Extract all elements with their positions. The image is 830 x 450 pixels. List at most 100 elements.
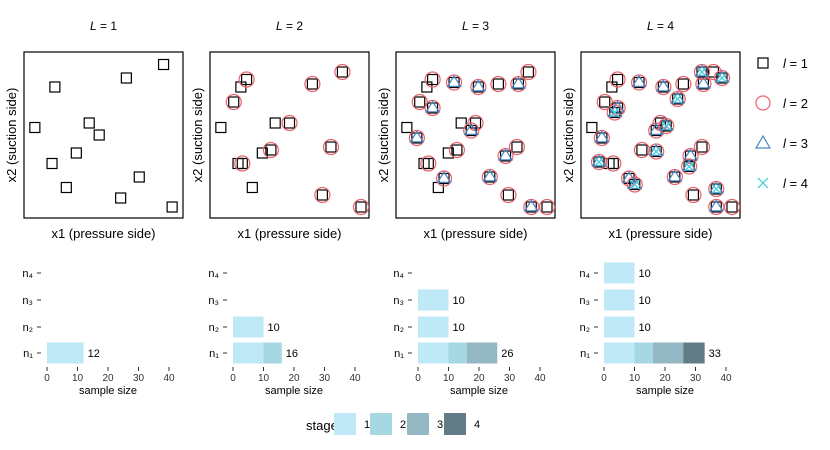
point-square [228, 96, 240, 108]
bar-segment [233, 342, 264, 364]
point-square [49, 81, 61, 93]
bar-segment [604, 262, 635, 284]
panel-title-3: L = 3 [462, 19, 489, 33]
x-axis-label-1: x1 (pressure side) [51, 226, 155, 241]
point-square [83, 117, 95, 129]
point-triangle [463, 122, 479, 135]
bar-x-axis-label: sample size [265, 385, 323, 397]
bar-segment [418, 289, 449, 311]
point-triangle [594, 130, 610, 143]
point-square [629, 178, 641, 191]
bar-x-tick-label: 20 [288, 373, 300, 384]
bar-x-tick-label: 20 [102, 373, 114, 384]
stage-legend-swatch [334, 413, 356, 435]
point-triangle [682, 148, 699, 161]
point-circle [281, 114, 298, 132]
point-square [427, 102, 439, 114]
point-square [696, 141, 708, 153]
point-circle [424, 71, 441, 88]
bar-level-label: n₃ [208, 295, 219, 307]
point-triangle [497, 148, 514, 161]
point-square [438, 172, 450, 185]
bar-level-label: n₄ [208, 268, 219, 280]
point-circle [262, 141, 280, 159]
point-circle [693, 138, 711, 156]
legend-triangle-icon [754, 134, 772, 149]
point-triangle [446, 74, 462, 88]
point-square [269, 117, 281, 129]
point-square [596, 132, 608, 144]
bar-segment [418, 342, 449, 364]
point-square [157, 58, 170, 71]
bar-level-label: n₄ [22, 268, 33, 280]
point-square [215, 121, 227, 134]
bar-level-label: n₁ [209, 348, 219, 360]
point-square [716, 72, 728, 84]
point-cross [661, 121, 672, 131]
point-cross [651, 146, 662, 157]
point-triangle [708, 181, 724, 194]
bar-x-axis-label: sample size [79, 385, 137, 397]
bar-segment [604, 289, 635, 311]
point-cross [684, 161, 695, 172]
point-circle [238, 71, 255, 88]
x-axis-label-2: x1 (pressure side) [237, 226, 341, 241]
bar-x-tick-label: 10 [258, 373, 270, 384]
point-triangle [631, 74, 647, 88]
bar-x-tick-label: 30 [690, 373, 702, 384]
bar-total-label: 10 [639, 268, 651, 280]
point-circle [508, 138, 526, 156]
bar-total-label: 10 [639, 322, 651, 334]
y-axis-label-3: x2 (suction side) [376, 88, 391, 183]
bar-level-label: n₃ [579, 295, 590, 307]
point-triangle [510, 76, 526, 89]
point-square [115, 192, 127, 204]
bar-level-label: n₂ [23, 322, 33, 334]
bar-level-label: n₁ [580, 348, 590, 360]
point-triangle [591, 154, 607, 167]
bar-total-label: 16 [286, 348, 298, 360]
point-square [607, 157, 619, 170]
y-axis-label-1: x2 (suction side) [4, 88, 19, 183]
y-axis-label-2: x2 (suction side) [190, 88, 205, 183]
point-square [401, 121, 413, 134]
point-square [710, 183, 722, 195]
point-triangle [409, 130, 425, 143]
point-circle [314, 186, 331, 204]
point-square [60, 181, 72, 194]
point-circle [500, 186, 517, 204]
bar-level-label: n₂ [209, 322, 219, 334]
point-square [236, 157, 248, 170]
legend-cross-icon [757, 177, 769, 189]
point-square [241, 73, 253, 86]
bar-segment [448, 342, 467, 364]
point-square [522, 66, 535, 78]
bar-level-label: n₄ [393, 268, 404, 280]
point-triangle [670, 91, 686, 104]
point-square [499, 150, 512, 162]
point-square [472, 81, 484, 93]
point-square [355, 201, 367, 213]
point-cross [711, 184, 722, 194]
point-triangle [667, 169, 683, 182]
legend-square-icon [757, 57, 769, 69]
point-circle [609, 71, 626, 88]
point-square [726, 201, 738, 213]
bar-x-tick-label: 10 [443, 373, 455, 384]
point-square [336, 66, 349, 78]
bar-x-tick-label: 40 [720, 373, 732, 384]
point-circle [448, 141, 466, 159]
point-square [492, 78, 504, 90]
bar-x-tick-label: 30 [319, 373, 331, 384]
bar-level-label: n₂ [580, 322, 590, 334]
stage-legend-label: 4 [474, 419, 480, 431]
point-circle [334, 63, 351, 81]
point-triangle [470, 79, 486, 92]
legend-label-l3: l = 3 [783, 136, 808, 151]
point-square [451, 144, 463, 156]
stage-legend-swatch [370, 413, 392, 435]
point-triangle [482, 169, 498, 182]
point-circle [685, 186, 702, 204]
point-square [683, 160, 695, 173]
